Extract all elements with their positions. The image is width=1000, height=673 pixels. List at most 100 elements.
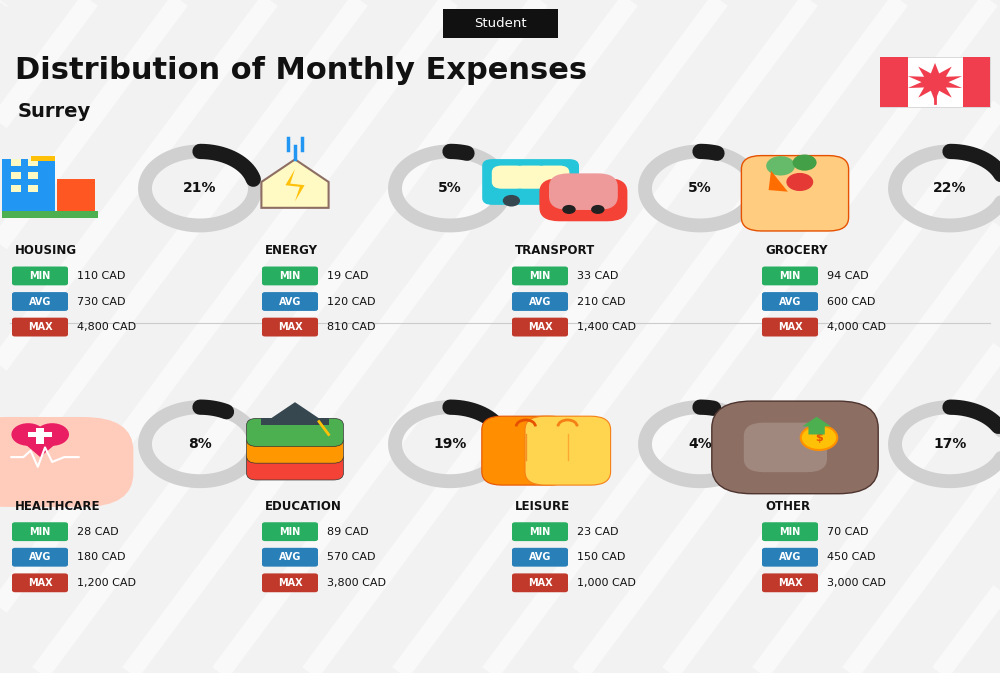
FancyBboxPatch shape: [261, 419, 329, 425]
Text: 94 CAD: 94 CAD: [827, 271, 869, 281]
Text: MAX: MAX: [778, 578, 802, 588]
Text: 1,000 CAD: 1,000 CAD: [577, 578, 636, 588]
FancyBboxPatch shape: [28, 159, 38, 166]
FancyBboxPatch shape: [2, 211, 98, 217]
Text: 810 CAD: 810 CAD: [327, 322, 376, 332]
FancyBboxPatch shape: [247, 419, 343, 446]
Text: 4%: 4%: [688, 437, 712, 451]
Circle shape: [766, 156, 795, 176]
Text: 210 CAD: 210 CAD: [577, 297, 626, 306]
Text: ENERGY: ENERGY: [265, 244, 318, 257]
FancyBboxPatch shape: [0, 417, 133, 507]
Text: 89 CAD: 89 CAD: [327, 527, 369, 536]
Text: HEALTHCARE: HEALTHCARE: [15, 499, 100, 513]
Text: MAX: MAX: [278, 578, 302, 588]
FancyBboxPatch shape: [512, 292, 568, 311]
FancyBboxPatch shape: [762, 318, 818, 336]
Polygon shape: [14, 435, 67, 457]
Text: 5%: 5%: [438, 182, 462, 195]
FancyBboxPatch shape: [492, 166, 526, 188]
Text: MAX: MAX: [28, 322, 52, 332]
Polygon shape: [285, 169, 305, 201]
FancyBboxPatch shape: [762, 267, 818, 285]
Text: MIN: MIN: [279, 527, 301, 536]
Text: MIN: MIN: [279, 271, 301, 281]
Polygon shape: [908, 63, 962, 101]
FancyBboxPatch shape: [512, 267, 568, 285]
FancyBboxPatch shape: [880, 57, 908, 107]
Text: MAX: MAX: [528, 322, 552, 332]
Text: 19 CAD: 19 CAD: [327, 271, 368, 281]
Text: MIN: MIN: [779, 271, 801, 281]
Text: 450 CAD: 450 CAD: [827, 553, 876, 562]
Polygon shape: [802, 417, 831, 435]
FancyBboxPatch shape: [513, 166, 548, 188]
Text: MIN: MIN: [529, 271, 551, 281]
Circle shape: [35, 423, 69, 446]
Text: MAX: MAX: [778, 322, 802, 332]
FancyBboxPatch shape: [262, 522, 318, 541]
Text: AVG: AVG: [529, 297, 551, 306]
Text: TRANSPORT: TRANSPORT: [515, 244, 595, 257]
FancyBboxPatch shape: [28, 432, 52, 437]
Text: 70 CAD: 70 CAD: [827, 527, 869, 536]
FancyBboxPatch shape: [741, 155, 849, 231]
FancyBboxPatch shape: [762, 573, 818, 592]
Text: 3,000 CAD: 3,000 CAD: [827, 578, 886, 588]
Circle shape: [801, 425, 837, 450]
Text: AVG: AVG: [529, 553, 551, 562]
Text: 4,800 CAD: 4,800 CAD: [77, 322, 136, 332]
FancyBboxPatch shape: [262, 548, 318, 567]
Text: MAX: MAX: [278, 322, 302, 332]
Text: 110 CAD: 110 CAD: [77, 271, 125, 281]
Text: MAX: MAX: [28, 578, 52, 588]
Text: 600 CAD: 600 CAD: [827, 297, 875, 306]
Text: EDUCATION: EDUCATION: [265, 499, 342, 513]
FancyBboxPatch shape: [57, 179, 95, 214]
FancyBboxPatch shape: [712, 401, 878, 494]
Text: AVG: AVG: [779, 297, 801, 306]
Text: 17%: 17%: [933, 437, 967, 451]
Text: GROCERY: GROCERY: [765, 244, 828, 257]
Circle shape: [793, 155, 817, 171]
FancyBboxPatch shape: [247, 435, 343, 463]
Text: 19%: 19%: [433, 437, 467, 451]
FancyBboxPatch shape: [28, 184, 38, 192]
FancyBboxPatch shape: [11, 184, 21, 192]
Circle shape: [591, 205, 605, 214]
Text: $: $: [815, 433, 823, 443]
Circle shape: [562, 205, 576, 214]
Text: 33 CAD: 33 CAD: [577, 271, 618, 281]
Text: AVG: AVG: [279, 553, 301, 562]
FancyBboxPatch shape: [31, 156, 55, 161]
Polygon shape: [271, 402, 319, 419]
FancyBboxPatch shape: [762, 548, 818, 567]
FancyBboxPatch shape: [962, 57, 990, 107]
Text: 1,400 CAD: 1,400 CAD: [577, 322, 636, 332]
FancyBboxPatch shape: [28, 172, 38, 179]
FancyBboxPatch shape: [12, 573, 68, 592]
Text: 150 CAD: 150 CAD: [577, 553, 625, 562]
FancyBboxPatch shape: [535, 166, 569, 188]
FancyBboxPatch shape: [36, 428, 44, 444]
FancyBboxPatch shape: [762, 522, 818, 541]
Text: 4,000 CAD: 4,000 CAD: [827, 322, 886, 332]
FancyBboxPatch shape: [2, 160, 55, 214]
FancyBboxPatch shape: [12, 267, 68, 285]
FancyBboxPatch shape: [744, 423, 827, 472]
Circle shape: [546, 195, 563, 207]
FancyBboxPatch shape: [247, 452, 343, 480]
FancyBboxPatch shape: [525, 416, 611, 485]
Text: MIN: MIN: [529, 527, 551, 536]
Text: Distribution of Monthly Expenses: Distribution of Monthly Expenses: [15, 56, 587, 85]
FancyBboxPatch shape: [262, 573, 318, 592]
Circle shape: [11, 423, 45, 446]
Text: 21%: 21%: [183, 182, 217, 195]
Polygon shape: [261, 160, 329, 208]
Text: 8%: 8%: [188, 437, 212, 451]
FancyBboxPatch shape: [512, 318, 568, 336]
FancyBboxPatch shape: [262, 318, 318, 336]
FancyBboxPatch shape: [12, 548, 68, 567]
Text: 3,800 CAD: 3,800 CAD: [327, 578, 386, 588]
FancyBboxPatch shape: [12, 522, 68, 541]
